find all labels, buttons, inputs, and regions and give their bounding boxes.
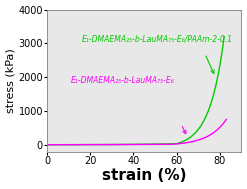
X-axis label: strain (%): strain (%) xyxy=(102,168,186,184)
Y-axis label: stress (kPa): stress (kPa) xyxy=(5,48,16,113)
Text: E₁-DMAEMA₂₅-b-LauMA₇₅-E₆/PAAm-2-0.1: E₁-DMAEMA₂₅-b-LauMA₇₅-E₆/PAAm-2-0.1 xyxy=(82,35,233,44)
Text: E₁-DMAEMA₂₅-b-LauMA₇₅-E₆: E₁-DMAEMA₂₅-b-LauMA₇₅-E₆ xyxy=(70,76,174,85)
